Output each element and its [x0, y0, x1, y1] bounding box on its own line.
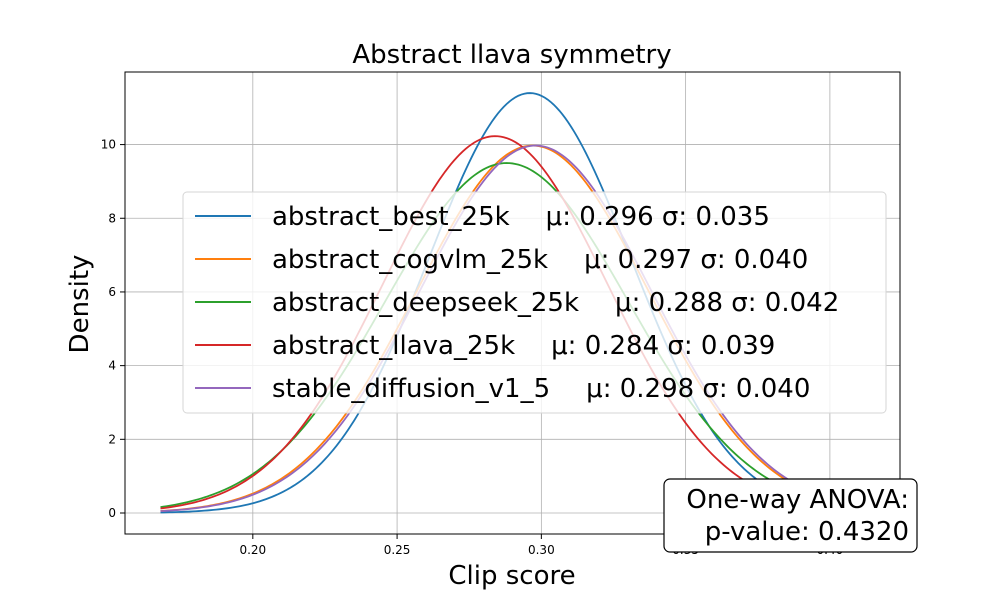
- curve-abstract-cogvlm-25k: [160, 144, 865, 512]
- y-axis-label: Density: [65, 255, 95, 354]
- legend-stats: μ: 0.288 σ: 0.042: [615, 288, 839, 318]
- legend-label: abstract_llava_25k: [272, 331, 515, 361]
- y-tick-label: 10: [101, 138, 116, 152]
- y-tick-label: 6: [108, 285, 116, 299]
- y-tick-label: 4: [108, 359, 116, 373]
- x-tick-label: 0.30: [528, 543, 555, 557]
- legend-label: abstract_best_25k: [272, 202, 510, 232]
- x-axis-label: Clip score: [448, 561, 575, 591]
- y-axis-ticks: 0 2 4 6 8 10: [101, 138, 125, 520]
- y-tick-label: 0: [108, 506, 116, 520]
- y-tick-label: 8: [108, 211, 116, 225]
- legend: abstract_best_25k μ: 0.296 σ: 0.035 abstra…: [182, 191, 887, 414]
- chart-title: Abstract llava symmetry: [352, 40, 671, 70]
- x-tick-label: 0.20: [239, 543, 266, 557]
- anova-annotation: One-way ANOVA: p-value: 0.4320: [663, 478, 918, 553]
- anova-box-frame: [663, 478, 918, 553]
- curve-stable-diffusion-v1-5: [160, 144, 865, 513]
- anova-p-value: p-value: 0.4320: [705, 517, 909, 547]
- anova-title: One-way ANOVA:: [686, 485, 909, 515]
- legend-entries: abstract_best_25k μ: 0.296 σ: 0.035 abstra…: [195, 202, 839, 404]
- y-tick-label: 2: [108, 432, 116, 446]
- plot-frame: [124, 71, 901, 535]
- x-tick-label: 0.25: [384, 543, 411, 557]
- legend-label: abstract_deepseek_25k: [272, 288, 579, 318]
- legend-stats: μ: 0.298 σ: 0.040: [586, 374, 810, 404]
- legend-stats: μ: 0.284 σ: 0.039: [551, 331, 775, 361]
- legend-stats: μ: 0.297 σ: 0.040: [584, 245, 808, 275]
- curve-abstract-best-25k: [160, 92, 865, 514]
- legend-box: [182, 191, 887, 414]
- legend-label: stable_diffusion_v1_5: [272, 374, 550, 404]
- legend-stats: μ: 0.296 σ: 0.035: [546, 202, 770, 232]
- legend-label: abstract_cogvlm_25k: [272, 245, 548, 275]
